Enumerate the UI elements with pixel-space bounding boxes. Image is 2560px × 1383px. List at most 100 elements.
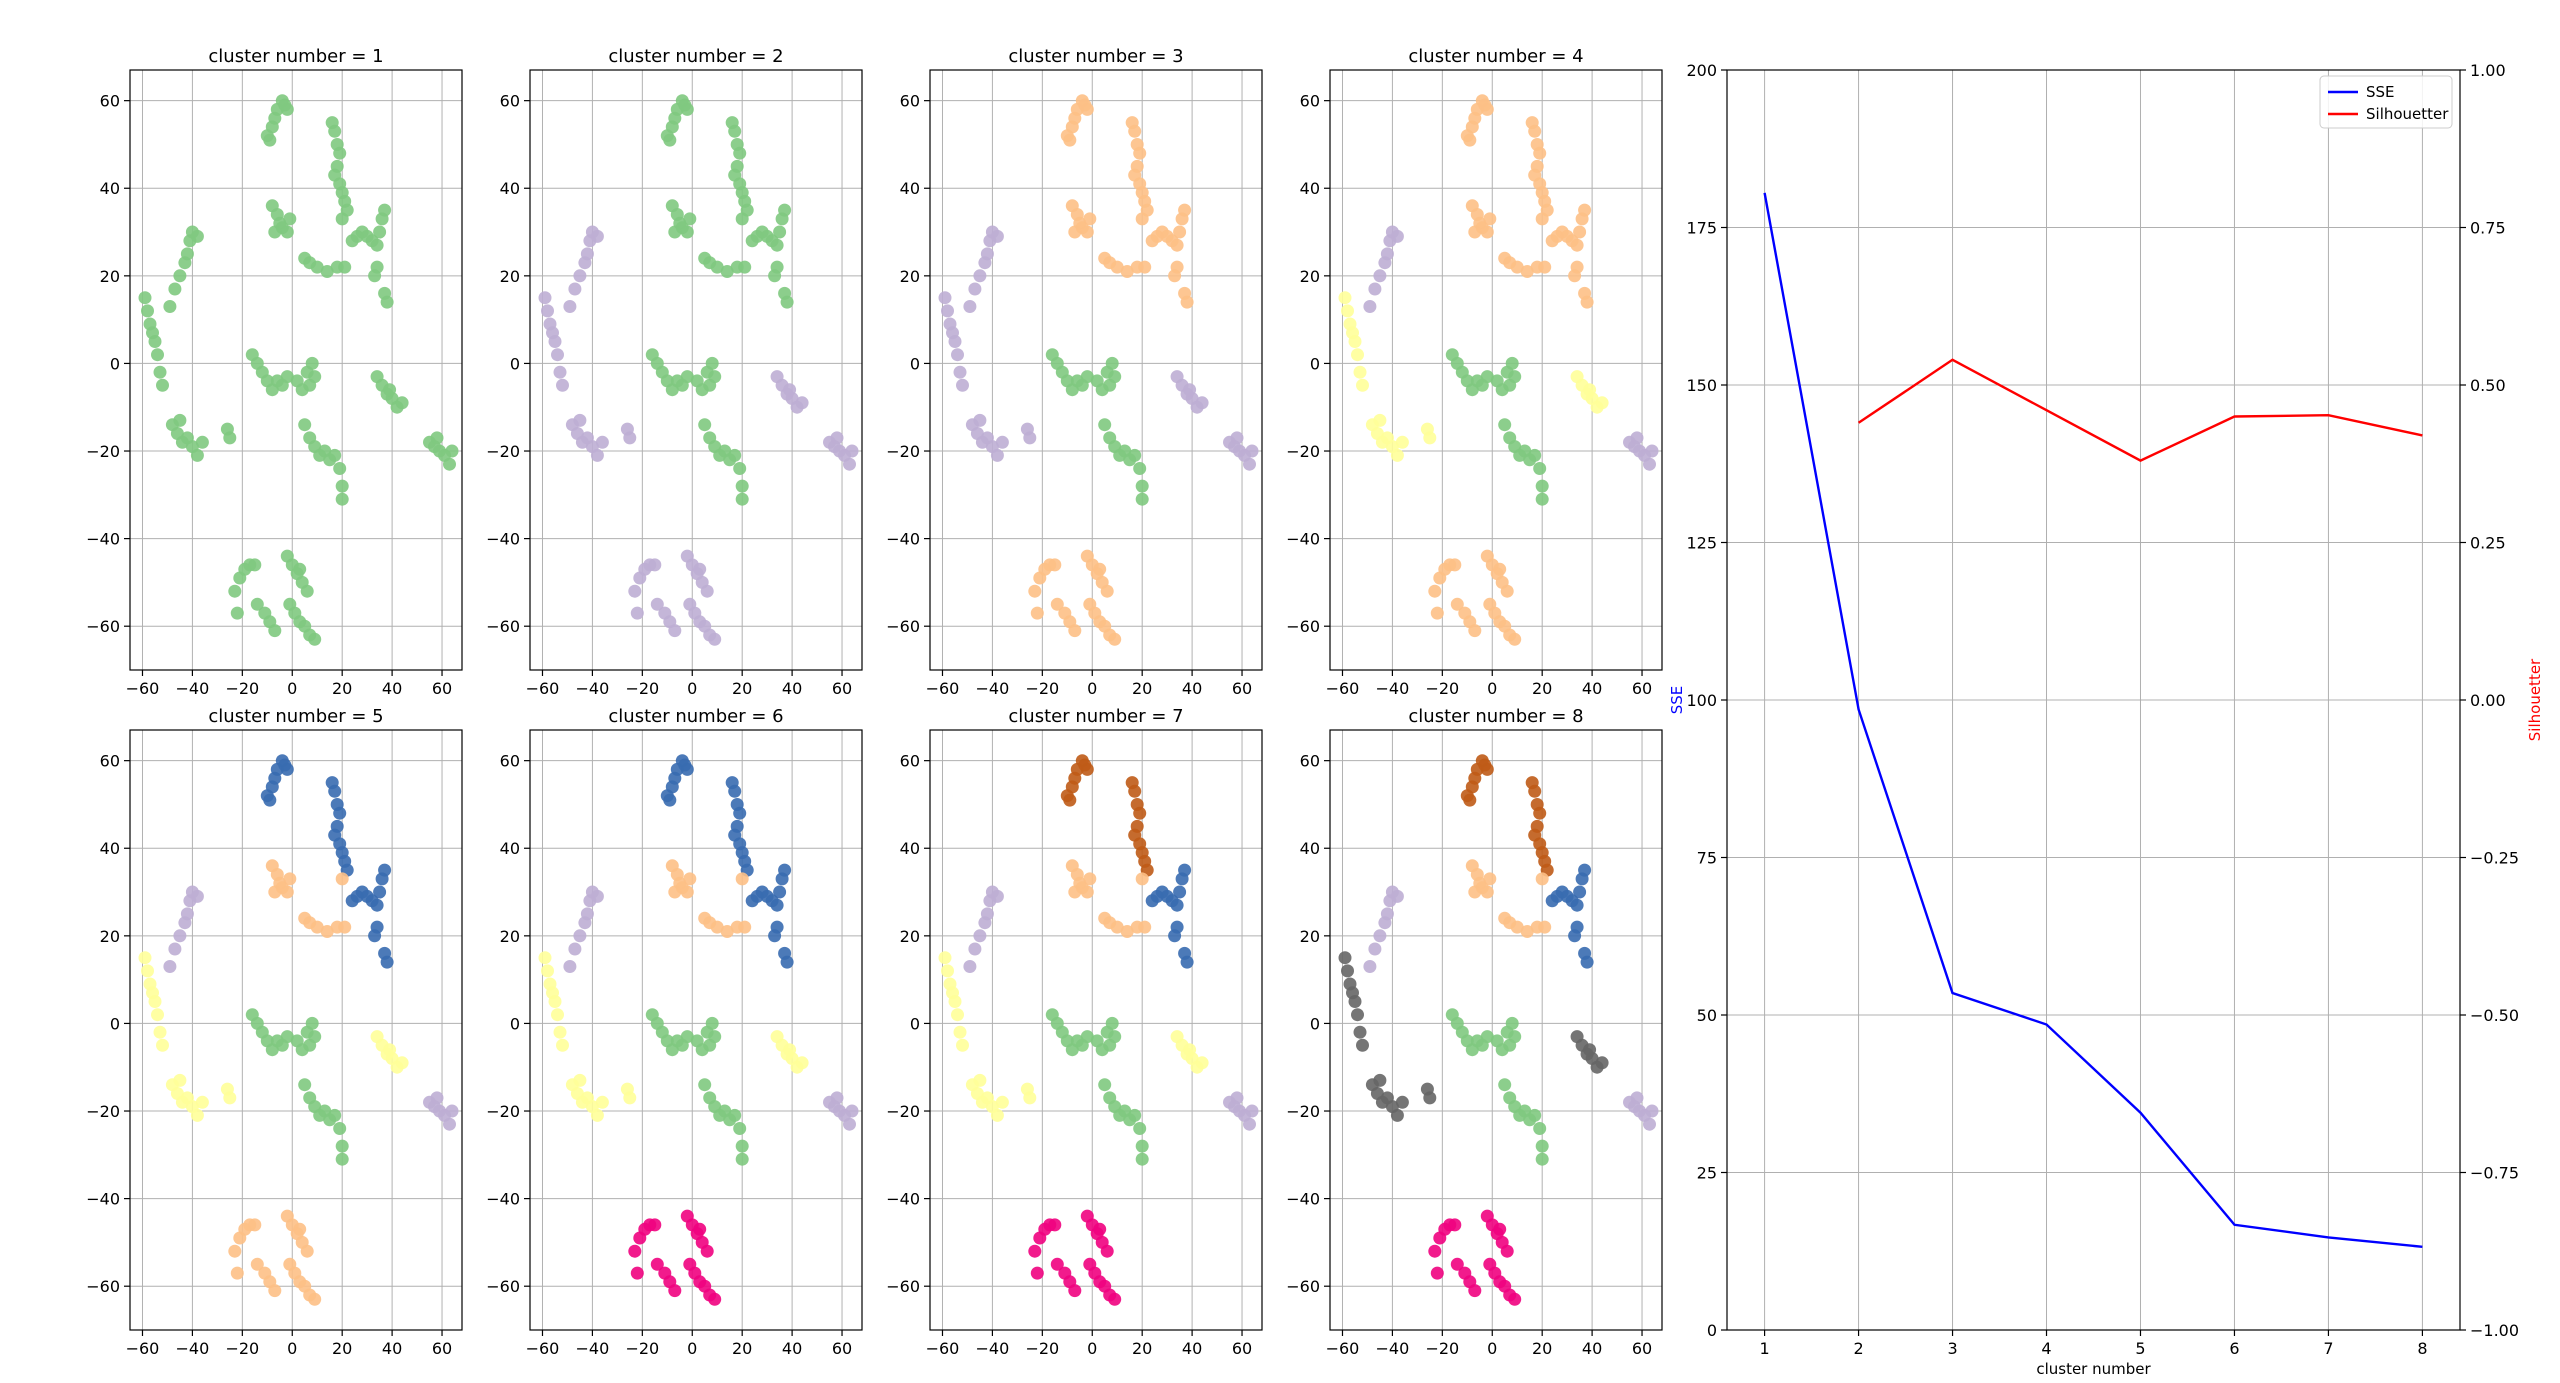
scatter-point [623,431,637,445]
scatter-point [541,304,554,318]
scatter-point [163,300,177,313]
x-tick-label: 0 [1087,1339,1097,1358]
scatter-point [1028,1244,1042,1258]
scatter-point [268,225,282,239]
scatter-point [538,291,552,305]
scatter-point [845,1104,859,1118]
scatter-point [168,282,182,296]
scatter-point [1448,1218,1462,1232]
scatter-point [1180,295,1194,309]
scatter-point [728,1108,742,1122]
scatter-panel-8: −60 −40 −20 0 20 40 60 −60 −40 −20 0 20 40 60 cluster … [1286,706,1663,1358]
x-tick-label: −20 [625,1339,659,1358]
y-tick-label: 40 [1300,839,1320,858]
scatter-point [1243,1117,1256,1131]
scatter-point [728,124,742,138]
y2-tick-label: −0.25 [2470,849,2519,868]
scatter-point [590,1108,604,1122]
scatter-point [1068,885,1082,899]
scatter-point [705,356,719,370]
y2-tick-label: −0.50 [2470,1006,2519,1025]
x-tick-label: 20 [332,679,352,698]
panel-title: cluster number = 7 [1008,706,1183,727]
scatter-point [573,269,587,283]
scatter-point [1493,1222,1507,1236]
scatter-point [1390,448,1404,462]
scatter-point [383,1043,397,1057]
scatter-point [1478,98,1492,112]
scatter-point [1570,238,1584,252]
scatter-point [668,225,682,239]
scatter-point [1356,378,1369,392]
scatter-point [1078,98,1092,112]
x-tick-label: 20 [1132,679,1152,698]
y-tick-label: −40 [1286,1190,1320,1209]
scatter-point [1533,1122,1547,1135]
x-tick-label: −60 [926,679,960,698]
scatter-point [556,378,569,392]
scatter-point [1583,1043,1597,1057]
scatter-point [370,898,384,912]
scatter-point [990,889,1004,903]
scatter-point [1535,1152,1549,1166]
scatter-point [268,885,282,899]
scatter-point [1538,920,1552,934]
scatter-point [1243,457,1256,471]
x-tick-label: −60 [126,679,160,698]
scatter-point [1535,479,1549,493]
x-tick-label: −40 [176,679,210,698]
scatter-point [443,1117,456,1131]
scatter-point [708,370,722,384]
scatter-point [335,872,349,886]
y-tick-label: −40 [886,530,920,549]
scatter-point [1510,920,1524,934]
x-tick-label: −20 [1425,1339,1459,1358]
scatter-point [1368,942,1382,956]
scatter-point [573,929,587,943]
scatter-point [1630,1091,1644,1105]
scatter-point [948,335,962,348]
scatter-point [190,448,204,462]
scatter-point [378,203,392,217]
scatter-point [378,863,392,877]
y-tick-label: 50 [1697,1006,1717,1025]
x-tick-label: 0 [1487,1339,1497,1358]
scatter-point [1528,448,1542,462]
x-tick-label: −60 [126,1339,160,1358]
scatter-point [1195,396,1209,410]
x-tick-label: 40 [1582,1339,1602,1358]
scatter-point [590,889,604,903]
scatter-point [845,444,859,458]
x-axis-label: cluster number [2036,1360,2151,1378]
scatter-point [778,863,792,877]
scatter-point [1390,889,1404,903]
scatter-point [1353,1025,1367,1039]
series-line-sse [1763,192,2423,1248]
scatter-point [1180,955,1194,969]
scatter-point [648,1218,662,1232]
y-tick-label: 20 [900,927,920,946]
scatter-point [553,365,567,379]
scatter-point [783,383,797,397]
scatter-panel-4: −60 −40 −20 0 20 40 60 −60 −40 −20 0 20 40 60 cluster … [1286,46,1663,698]
y-tick-label: 20 [1300,927,1320,946]
scatter-point [1395,435,1409,449]
y-tick-label: 60 [500,92,520,111]
y-tick-label: 75 [1697,849,1717,868]
axes-frame [129,69,463,671]
scatter-point [138,291,152,305]
scatter-point [1483,212,1497,226]
x-tick-label: 20 [1532,679,1552,698]
scatter-point [1133,146,1147,160]
y-axis-label: SSE [1668,686,1686,715]
scatter-point [1068,225,1082,239]
axes-frame [1329,69,1663,671]
y2-tick-label: −1.00 [2470,1321,2519,1340]
scatter-point [173,929,187,943]
scatter-point [941,304,954,318]
scatter-point [663,133,677,147]
y-tick-label: 20 [500,927,520,946]
scatter-point [1133,1122,1147,1135]
scatter-point [445,444,459,458]
scatter-point [335,212,349,226]
